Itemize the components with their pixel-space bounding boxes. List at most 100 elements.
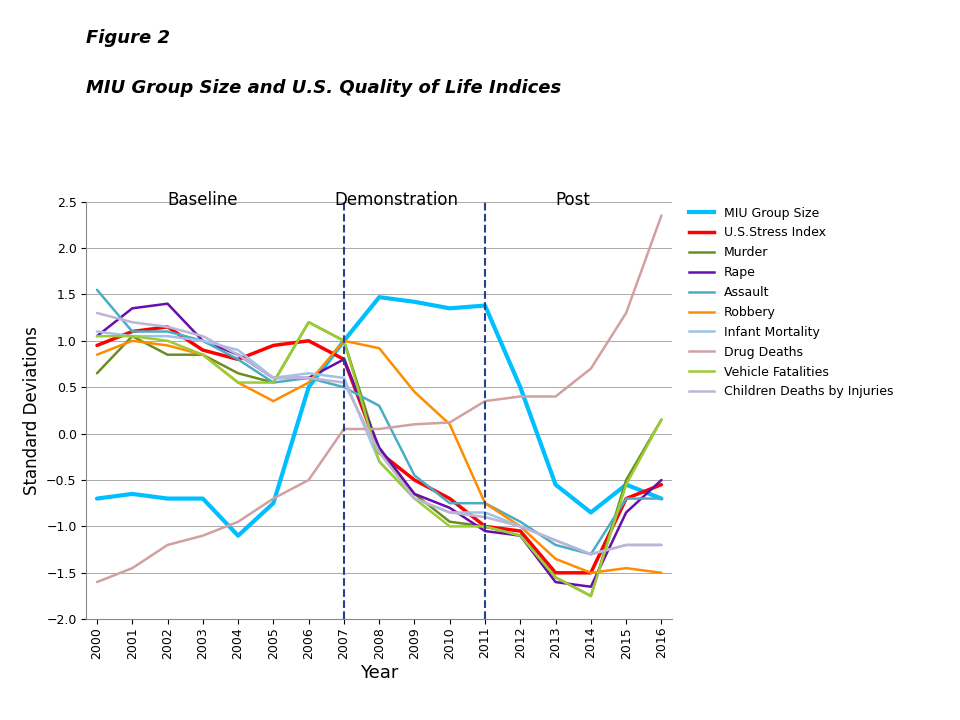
- Robbery: [338, 336, 349, 345]
- Vehicle Fatalities: [232, 378, 244, 387]
- Drug Deaths: [585, 364, 596, 373]
- U.S.Stress Index: [409, 476, 420, 485]
- Murder: [656, 415, 667, 424]
- U.S.Stress Index: [585, 569, 596, 577]
- Murder: [232, 369, 244, 377]
- Vehicle Fatalities: [620, 480, 632, 489]
- Children Deaths by Injuries: [479, 513, 491, 521]
- Children Deaths by Injuries: [127, 318, 138, 327]
- MIU Group Size: [479, 301, 491, 310]
- Murder: [444, 518, 455, 526]
- U.S.Stress Index: [620, 494, 632, 503]
- Children Deaths by Injuries: [620, 541, 632, 549]
- Robbery: [515, 522, 526, 531]
- MIU Group Size: [550, 480, 562, 489]
- MIU Group Size: [232, 531, 244, 540]
- Murder: [303, 318, 315, 327]
- Rape: [515, 531, 526, 540]
- MIU Group Size: [656, 494, 667, 503]
- Text: Post: Post: [556, 191, 590, 209]
- Robbery: [232, 378, 244, 387]
- Rape: [268, 374, 279, 382]
- Children Deaths by Injuries: [338, 378, 349, 387]
- MIU Group Size: [91, 494, 103, 503]
- Rape: [656, 476, 667, 485]
- Assault: [338, 383, 349, 392]
- Murder: [409, 490, 420, 498]
- Vehicle Fatalities: [479, 522, 491, 531]
- Robbery: [127, 336, 138, 345]
- Assault: [162, 327, 174, 336]
- Rape: [91, 332, 103, 341]
- Murder: [550, 573, 562, 582]
- Infant Mortality: [444, 508, 455, 517]
- Rape: [162, 300, 174, 308]
- MIU Group Size: [268, 499, 279, 508]
- Murder: [515, 531, 526, 540]
- Children Deaths by Injuries: [585, 550, 596, 559]
- Vehicle Fatalities: [656, 415, 667, 424]
- X-axis label: Year: Year: [360, 665, 398, 683]
- Line: Children Deaths by Injuries: Children Deaths by Injuries: [97, 313, 661, 554]
- U.S.Stress Index: [338, 355, 349, 364]
- Murder: [620, 476, 632, 485]
- Vehicle Fatalities: [303, 318, 315, 327]
- U.S.Stress Index: [656, 480, 667, 489]
- Robbery: [479, 499, 491, 508]
- Drug Deaths: [444, 418, 455, 427]
- Line: U.S.Stress Index: U.S.Stress Index: [97, 327, 661, 573]
- MIU Group Size: [197, 494, 208, 503]
- Vehicle Fatalities: [373, 457, 385, 466]
- Y-axis label: Standard Deviations: Standard Deviations: [23, 326, 40, 495]
- Assault: [232, 355, 244, 364]
- Murder: [197, 351, 208, 359]
- Rape: [373, 444, 385, 452]
- Murder: [162, 351, 174, 359]
- Infant Mortality: [550, 536, 562, 544]
- Line: Assault: Assault: [97, 289, 661, 554]
- Murder: [373, 448, 385, 456]
- U.S.Stress Index: [515, 527, 526, 536]
- Vehicle Fatalities: [409, 494, 420, 503]
- Drug Deaths: [232, 518, 244, 526]
- Infant Mortality: [197, 336, 208, 345]
- Vehicle Fatalities: [585, 592, 596, 600]
- Drug Deaths: [409, 420, 420, 428]
- Children Deaths by Injuries: [409, 494, 420, 503]
- Robbery: [444, 420, 455, 428]
- Line: MIU Group Size: MIU Group Size: [97, 297, 661, 536]
- Murder: [479, 522, 491, 531]
- MIU Group Size: [303, 383, 315, 392]
- Vehicle Fatalities: [197, 351, 208, 359]
- Assault: [373, 402, 385, 410]
- Drug Deaths: [620, 309, 632, 318]
- Infant Mortality: [232, 346, 244, 354]
- Drug Deaths: [656, 211, 667, 220]
- Rape: [620, 508, 632, 517]
- Drug Deaths: [515, 392, 526, 401]
- U.S.Stress Index: [91, 341, 103, 350]
- Robbery: [550, 554, 562, 563]
- Assault: [197, 336, 208, 345]
- Robbery: [373, 344, 385, 353]
- Drug Deaths: [162, 541, 174, 549]
- Text: Demonstration: Demonstration: [335, 191, 459, 209]
- Line: Rape: Rape: [97, 304, 661, 587]
- Assault: [585, 550, 596, 559]
- Assault: [550, 541, 562, 549]
- Drug Deaths: [197, 531, 208, 540]
- Children Deaths by Injuries: [197, 332, 208, 341]
- MIU Group Size: [444, 304, 455, 312]
- Text: MIU Group Size and U.S. Quality of Life Indices: MIU Group Size and U.S. Quality of Life …: [86, 79, 562, 97]
- Murder: [91, 369, 103, 377]
- Vehicle Fatalities: [515, 531, 526, 540]
- Robbery: [303, 378, 315, 387]
- Infant Mortality: [479, 508, 491, 517]
- Robbery: [585, 569, 596, 577]
- U.S.Stress Index: [373, 448, 385, 456]
- Rape: [338, 355, 349, 364]
- U.S.Stress Index: [479, 522, 491, 531]
- Infant Mortality: [162, 332, 174, 341]
- Murder: [127, 332, 138, 341]
- Vehicle Fatalities: [127, 332, 138, 341]
